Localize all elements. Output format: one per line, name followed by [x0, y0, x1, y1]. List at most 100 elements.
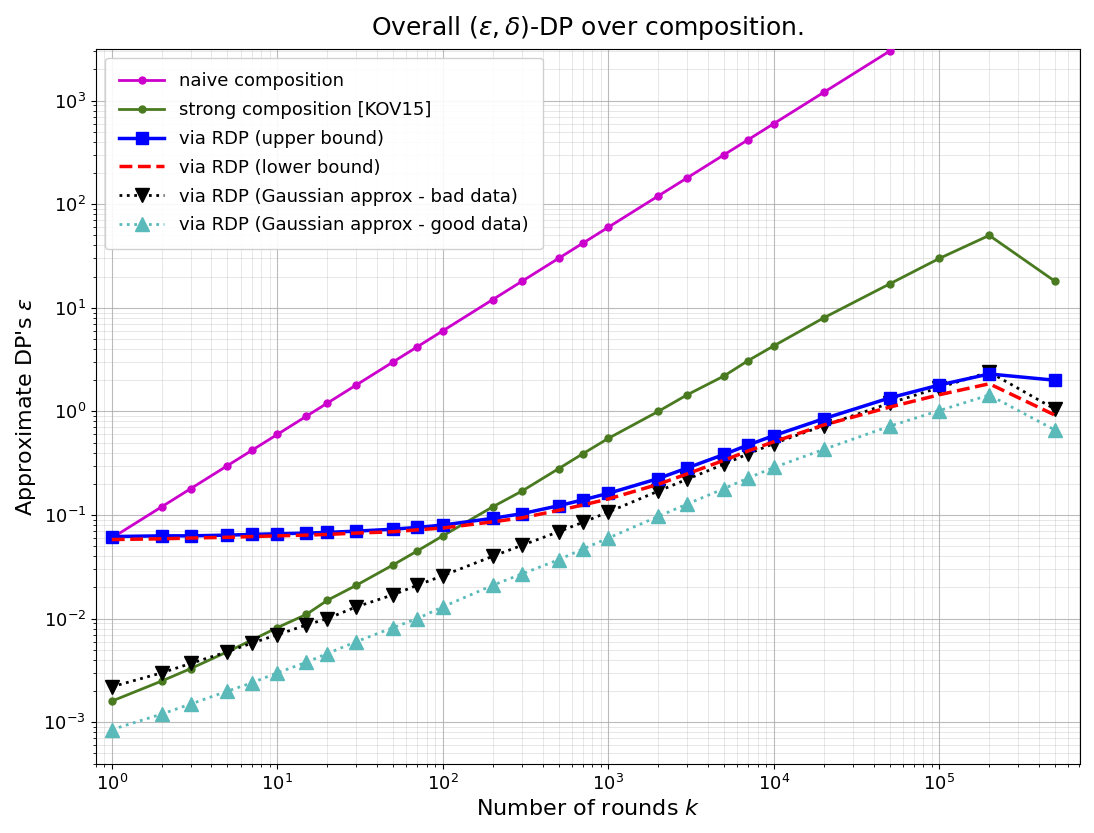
naive composition: [680, 172, 694, 182]
strong composition [KOV15]: [105, 696, 118, 706]
via RDP (lower bound): [602, 494, 615, 504]
via RDP (upper bound): [105, 531, 118, 541]
via RDP (lower bound): [817, 420, 830, 430]
via RDP (Gaussian approx - good data): [155, 709, 168, 719]
strong composition [KOV15]: [1048, 277, 1061, 287]
via RDP (upper bound): [577, 495, 590, 505]
naive composition: [577, 238, 590, 248]
naive composition: [552, 253, 566, 263]
via RDP (upper bound): [486, 513, 499, 523]
via RDP (Gaussian approx - good data): [486, 581, 499, 591]
naive composition: [410, 342, 423, 352]
via RDP (Gaussian approx - good data): [767, 462, 780, 472]
via RDP (Gaussian approx - good data): [184, 699, 197, 709]
via RDP (upper bound): [321, 527, 334, 537]
Y-axis label: Approximate DP's $\epsilon$: Approximate DP's $\epsilon$: [14, 297, 38, 516]
strong composition [KOV15]: [321, 596, 334, 606]
via RDP (lower bound): [437, 523, 450, 533]
via RDP (Gaussian approx - bad data): [718, 459, 731, 469]
naive composition: [386, 357, 399, 367]
via RDP (lower bound): [410, 525, 423, 535]
via RDP (lower bound): [718, 456, 731, 466]
via RDP (Gaussian approx - bad data): [742, 449, 755, 459]
via RDP (Gaussian approx - good data): [577, 544, 590, 554]
via RDP (upper bound): [221, 530, 234, 540]
via RDP (Gaussian approx - bad data): [410, 581, 423, 591]
via RDP (Gaussian approx - good data): [680, 499, 694, 509]
via RDP (Gaussian approx - bad data): [515, 541, 528, 551]
via RDP (lower bound): [680, 469, 694, 479]
via RDP (Gaussian approx - good data): [515, 569, 528, 579]
via RDP (lower bound): [321, 530, 334, 540]
via RDP (Gaussian approx - good data): [883, 421, 896, 431]
via RDP (Gaussian approx - good data): [933, 406, 946, 416]
via RDP (lower bound): [982, 379, 996, 389]
via RDP (upper bound): [552, 501, 566, 511]
naive composition: [300, 412, 313, 421]
via RDP (Gaussian approx - good data): [1048, 425, 1061, 435]
via RDP (Gaussian approx - bad data): [386, 590, 399, 600]
naive composition: [515, 277, 528, 287]
via RDP (Gaussian approx - bad data): [270, 630, 283, 640]
via RDP (lower bound): [386, 526, 399, 536]
Line: via RDP (Gaussian approx - good data): via RDP (Gaussian approx - good data): [105, 388, 1062, 736]
naive composition: [221, 461, 234, 471]
via RDP (Gaussian approx - bad data): [552, 526, 566, 536]
strong composition [KOV15]: [552, 464, 566, 474]
via RDP (Gaussian approx - bad data): [577, 517, 590, 527]
via RDP (Gaussian approx - bad data): [767, 438, 780, 448]
via RDP (upper bound): [245, 530, 258, 540]
via RDP (Gaussian approx - bad data): [1048, 404, 1061, 414]
Line: strong composition [KOV15]: strong composition [KOV15]: [108, 232, 1059, 705]
Line: naive composition: naive composition: [108, 0, 1059, 541]
strong composition [KOV15]: [515, 486, 528, 496]
naive composition: [437, 326, 450, 336]
via RDP (upper bound): [300, 528, 313, 538]
naive composition: [321, 398, 334, 408]
strong composition [KOV15]: [742, 356, 755, 366]
via RDP (Gaussian approx - bad data): [221, 646, 234, 656]
strong composition [KOV15]: [767, 341, 780, 351]
strong composition [KOV15]: [718, 371, 731, 381]
naive composition: [486, 295, 499, 305]
strong composition [KOV15]: [817, 313, 830, 323]
via RDP (upper bound): [680, 463, 694, 473]
X-axis label: Number of rounds $k$: Number of rounds $k$: [476, 799, 700, 819]
via RDP (upper bound): [270, 529, 283, 539]
via RDP (lower bound): [652, 479, 665, 489]
naive composition: [817, 87, 830, 97]
via RDP (upper bound): [767, 431, 780, 441]
naive composition: [270, 430, 283, 440]
naive composition: [155, 501, 168, 511]
via RDP (Gaussian approx - bad data): [486, 551, 499, 561]
Line: via RDP (Gaussian approx - bad data): via RDP (Gaussian approx - bad data): [105, 365, 1062, 694]
via RDP (Gaussian approx - good data): [321, 649, 334, 659]
via RDP (Gaussian approx - bad data): [155, 668, 168, 678]
via RDP (Gaussian approx - good data): [602, 533, 615, 543]
strong composition [KOV15]: [184, 664, 197, 674]
Line: via RDP (lower bound): via RDP (lower bound): [112, 384, 1055, 540]
via RDP (Gaussian approx - good data): [652, 511, 665, 521]
via RDP (Gaussian approx - good data): [300, 657, 313, 667]
via RDP (Gaussian approx - good data): [386, 622, 399, 632]
naive composition: [245, 446, 258, 456]
via RDP (lower bound): [300, 530, 313, 540]
via RDP (lower bound): [515, 513, 528, 523]
via RDP (lower bound): [883, 402, 896, 412]
strong composition [KOV15]: [437, 531, 450, 541]
via RDP (Gaussian approx - bad data): [350, 602, 363, 612]
strong composition [KOV15]: [300, 610, 313, 620]
via RDP (upper bound): [350, 526, 363, 536]
via RDP (lower bound): [221, 532, 234, 542]
naive composition: [350, 380, 363, 390]
via RDP (Gaussian approx - good data): [350, 636, 363, 646]
via RDP (Gaussian approx - bad data): [933, 382, 946, 392]
via RDP (Gaussian approx - bad data): [680, 474, 694, 484]
via RDP (Gaussian approx - good data): [817, 445, 830, 455]
strong composition [KOV15]: [155, 676, 168, 686]
via RDP (Gaussian approx - bad data): [321, 614, 334, 624]
via RDP (upper bound): [1048, 375, 1061, 385]
via RDP (lower bound): [486, 516, 499, 526]
via RDP (upper bound): [155, 531, 168, 541]
strong composition [KOV15]: [982, 231, 996, 241]
